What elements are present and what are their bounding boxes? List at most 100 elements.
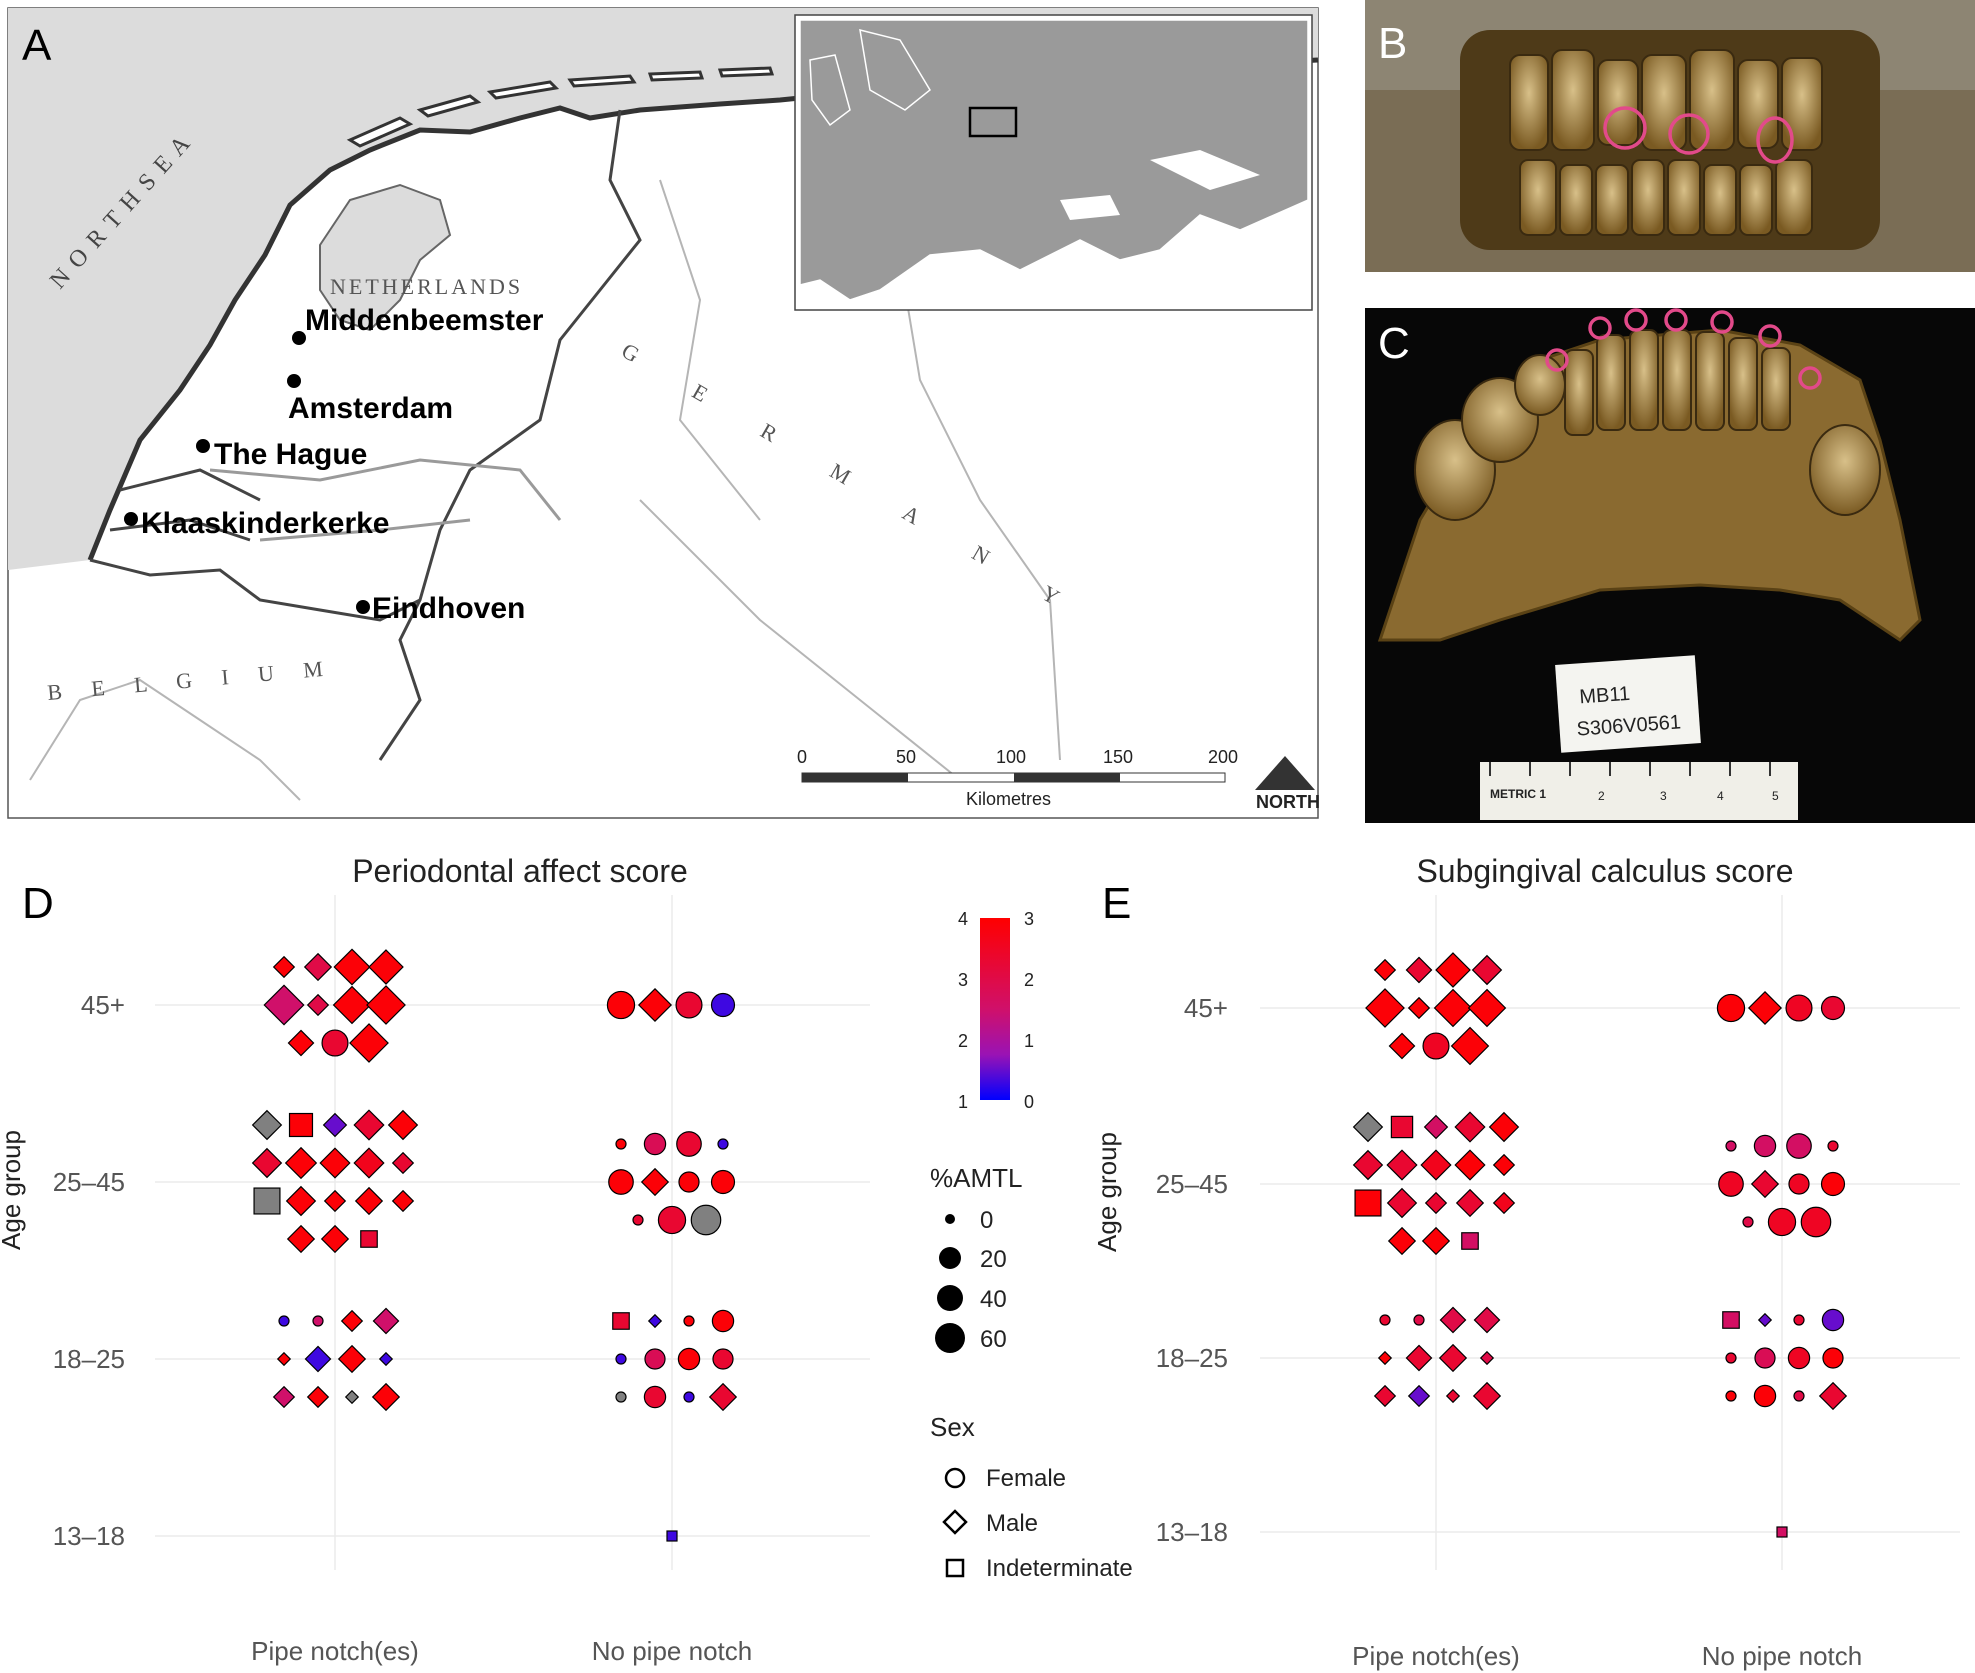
scale-unit: Kilometres — [966, 789, 1051, 809]
data-point-male — [1455, 1188, 1485, 1218]
data-point-female — [1785, 994, 1813, 1022]
data-point-female — [643, 1132, 667, 1156]
colorbar-left-ticks: 4 3 2 1 — [958, 909, 968, 1112]
data-point-male — [303, 952, 333, 982]
data-point-female — [1725, 1352, 1737, 1364]
border-nl-be — [89, 558, 421, 622]
data-point-male — [1435, 952, 1471, 988]
x-tick-label: No pipe notch — [592, 1636, 752, 1666]
city-dot-eindhoven — [356, 600, 370, 614]
chart-e-xticks: Pipe notch(es) No pipe notch — [1352, 1641, 1862, 1671]
specimen-label-line1: MB11 — [1579, 683, 1631, 708]
pipe-notch-markers-c — [1545, 308, 1822, 390]
data-point-female — [1718, 1171, 1744, 1197]
data-point-male — [391, 1151, 415, 1175]
scale-tick-200: 200 — [1208, 747, 1238, 767]
data-point-female — [717, 1138, 729, 1150]
colorbar-right-tick: 0 — [1024, 1092, 1034, 1112]
data-point-female — [1820, 995, 1846, 1021]
ruler: METRIC 1 2 3 4 5 — [1480, 762, 1798, 820]
data-point-female — [678, 1171, 700, 1193]
lower-teeth — [1519, 159, 1813, 236]
data-point-female — [1800, 1206, 1832, 1238]
city-dot-middenbeemster — [292, 331, 306, 345]
data-point-female — [606, 990, 636, 1020]
data-point-female — [321, 1029, 349, 1057]
amtl-legend-title: %AMTL — [930, 1163, 1022, 1193]
data-point-male — [286, 1224, 316, 1254]
data-point-female — [1754, 1347, 1776, 1369]
wadden-islands — [346, 66, 775, 148]
data-point-male — [304, 1345, 332, 1373]
data-point-female — [1827, 1140, 1839, 1152]
sex-legend-label: Female — [986, 1465, 1066, 1492]
data-point-male — [1467, 988, 1507, 1028]
data-point-indeterminate — [288, 1112, 314, 1138]
panel-letter-a: A — [22, 21, 52, 70]
inset-locator-box — [968, 106, 1018, 138]
data-point-female — [657, 1205, 687, 1235]
north-arrow: NORTH — [1255, 756, 1320, 812]
amtl-legend-symbol — [935, 1323, 965, 1353]
rivers — [209, 458, 562, 542]
data-point-male — [251, 1109, 283, 1141]
data-point-female — [632, 1214, 644, 1226]
ruler-number-2: 2 — [1598, 789, 1605, 803]
sex-legend-diamond-icon — [942, 1509, 968, 1535]
data-point-male — [366, 985, 406, 1025]
data-point-female — [312, 1315, 324, 1327]
data-point-male — [1750, 1169, 1780, 1199]
data-point-male — [332, 985, 372, 1025]
data-point-female — [1788, 1173, 1810, 1195]
colorbar-right-tick: 3 — [1024, 909, 1034, 929]
data-point-male — [1473, 1306, 1501, 1334]
data-point-female — [1821, 1308, 1845, 1332]
data-point-male — [1387, 1226, 1417, 1256]
data-point-male — [349, 1023, 389, 1063]
data-point-female — [676, 1131, 702, 1157]
data-point-female — [683, 1315, 695, 1327]
data-point-indeterminate — [666, 1530, 678, 1542]
amtl-legend-label: 60 — [980, 1326, 1007, 1353]
data-point-male — [378, 1351, 394, 1367]
ruler-number-3: 3 — [1660, 789, 1667, 803]
data-point-male — [1377, 1350, 1393, 1366]
chart-d-ylabel: Age group — [0, 1130, 26, 1250]
data-point-female — [278, 1315, 290, 1327]
pipe-notch-markers-b — [1603, 106, 1794, 164]
data-point-female — [1725, 1390, 1737, 1402]
chart-e-grid — [1260, 895, 1960, 1570]
amtl-legend-items: 0 20 40 60 — [935, 1207, 1007, 1353]
data-point-male — [353, 1147, 385, 1179]
data-point-male — [372, 1307, 400, 1335]
y-tick-label: 25–45 — [53, 1167, 125, 1197]
panel-letter-c: C — [1378, 319, 1410, 368]
panel-d-chart: D Periodontal affect score Age group 13–… — [0, 853, 870, 1666]
panel-a-map: N O R T H S E A NETHERLANDS G E R M A N … — [7, 7, 1320, 819]
amtl-legend-label: 20 — [980, 1246, 1007, 1273]
legend: 4 3 2 1 3 2 1 0 %AMTL 0 20 40 60 Sex Fem… — [930, 909, 1133, 1582]
data-point-male — [1450, 1026, 1490, 1066]
data-point-female — [615, 1138, 627, 1150]
x-tick-label: Pipe notch(es) — [1352, 1641, 1520, 1671]
data-point-male — [306, 993, 330, 1017]
city-label-amsterdam: Amsterdam — [288, 392, 453, 425]
chart-e-points — [1352, 952, 1848, 1538]
data-point-male — [353, 1109, 385, 1141]
data-point-male — [368, 949, 404, 985]
data-point-female — [1793, 1390, 1805, 1402]
data-point-female — [710, 992, 736, 1018]
data-point-male — [1492, 1191, 1516, 1215]
zeeland-estuaries — [109, 468, 261, 542]
chart-d-grid — [155, 895, 870, 1570]
data-point-female — [675, 991, 703, 1019]
colorbar-right-tick: 1 — [1024, 1031, 1034, 1051]
colorbar-left-tick: 2 — [958, 1031, 968, 1051]
data-point-female — [615, 1353, 627, 1365]
data-point-female — [677, 1347, 701, 1371]
data-point-male — [344, 1389, 360, 1405]
data-point-female — [1753, 1134, 1777, 1158]
data-point-male — [1454, 1149, 1486, 1181]
data-point-indeterminate — [253, 1187, 281, 1215]
data-point-indeterminate — [1776, 1526, 1788, 1538]
